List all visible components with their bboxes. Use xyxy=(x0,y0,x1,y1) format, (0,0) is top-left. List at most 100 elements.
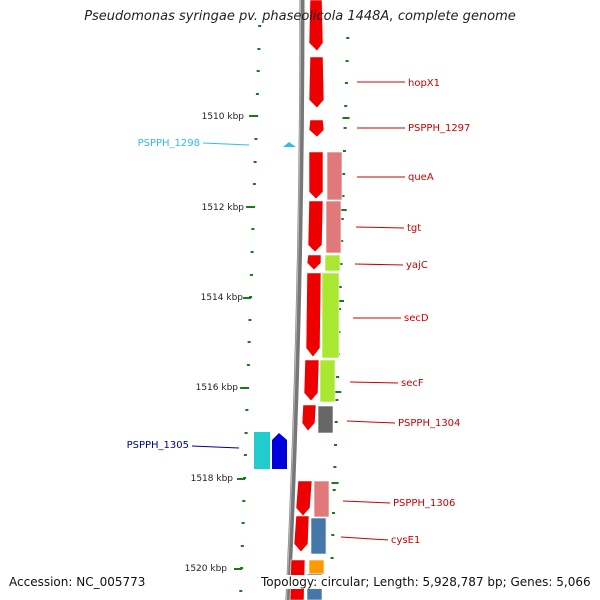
scale-minor-tick xyxy=(342,173,346,175)
scale-minor-tick xyxy=(248,319,252,321)
scale-minor-tick xyxy=(330,557,334,559)
scale-minor-tick xyxy=(250,251,254,253)
scale-label-1512: 1512 kbp xyxy=(202,203,245,213)
scale-major-tick xyxy=(243,297,252,299)
connector-PSPPH_1298 xyxy=(202,142,250,146)
cog-box-tgt xyxy=(325,200,342,254)
gene-arrow-secF[interactable] xyxy=(303,359,320,402)
gene-arrow-tgt[interactable] xyxy=(307,200,324,253)
gene-arrow-PSPPH_1297[interactable] xyxy=(308,119,325,138)
scale-major-tick-right xyxy=(334,391,342,393)
scale-minor-tick xyxy=(245,409,249,411)
scale-minor-tick xyxy=(341,195,345,197)
scale-minor-tick xyxy=(332,512,335,514)
gene-label-secD[interactable]: secD xyxy=(404,313,429,324)
scale-minor-tick xyxy=(340,240,344,242)
connector-yajC xyxy=(354,263,404,266)
genome-backbone xyxy=(285,0,305,600)
scale-minor-tick xyxy=(334,421,338,423)
scale-minor-tick xyxy=(336,376,340,378)
scale-major-tick xyxy=(249,115,258,117)
gene-arrow-hopX1[interactable] xyxy=(308,56,325,109)
connector-cysE1 xyxy=(340,536,389,541)
scale-label-1516: 1516 kbp xyxy=(196,383,239,393)
gene-arrow-top[interactable] xyxy=(308,0,324,52)
gene-arrow-secD[interactable] xyxy=(305,272,322,358)
genome-backbone-highlight xyxy=(286,0,301,600)
cog-box-secD xyxy=(321,272,340,359)
scale-minor-tick xyxy=(242,500,246,502)
reverse-genes xyxy=(254,142,296,469)
gene-arrow-yajC[interactable] xyxy=(306,254,322,271)
gene-label-tgt[interactable]: tgt xyxy=(407,223,421,234)
gene-arrow-cysE1[interactable] xyxy=(293,515,310,553)
forward-genes xyxy=(289,0,325,600)
gene-label-PSPPH_1306[interactable]: PSPPH_1306 xyxy=(393,498,455,509)
gene-arrow-PSPPH_1305[interactable] xyxy=(272,433,287,469)
cog-box-orange xyxy=(308,559,325,575)
scale-minor-tick xyxy=(240,545,244,547)
scale-major-ticks xyxy=(234,115,350,570)
scale-minor-tick xyxy=(239,590,243,592)
gene-label-hopX1[interactable]: hopX1 xyxy=(408,78,440,89)
scale-minor-tick xyxy=(344,82,348,84)
scale-minor-tick xyxy=(246,364,250,366)
scale-label-1518: 1518 kbp xyxy=(191,474,234,484)
scale-minor-tick xyxy=(340,218,344,220)
map-title: Pseudomonas syringae pv. phaseolicola 14… xyxy=(84,9,516,24)
accession-text: Accession: NC_005773 xyxy=(9,575,146,589)
scale-minor-tick xyxy=(244,432,248,434)
scale-minor-tick xyxy=(252,183,256,185)
scale-minor-ticks-left xyxy=(239,25,262,592)
gene-label-secF[interactable]: secF xyxy=(401,378,424,389)
gene-label-PSPPH_1297[interactable]: PSPPH_1297 xyxy=(408,123,470,134)
gene-arrow-queA[interactable] xyxy=(308,151,324,200)
scale-major-tick xyxy=(240,387,249,389)
scale-minor-tick xyxy=(345,60,349,62)
scale-minor-tick xyxy=(256,70,260,72)
connector-PSPPH_1306 xyxy=(342,500,391,504)
scale-minor-tick xyxy=(249,274,253,276)
connector-PSPPH_1304 xyxy=(346,420,396,424)
scale-minor-tick xyxy=(254,138,258,140)
gene-label-PSPPH_1298[interactable]: PSPPH_1298 xyxy=(138,138,200,149)
scale-major-tick-right xyxy=(331,482,339,484)
scale-minor-tick xyxy=(333,466,337,468)
gene-arrow-PSPPH_1298[interactable] xyxy=(283,142,296,147)
scale-minor-tick xyxy=(257,48,261,50)
scale-minor-tick xyxy=(241,522,245,524)
scale-major-tick xyxy=(237,478,245,480)
scale-minor-tick xyxy=(334,444,337,446)
scale-label-1520: 1520 kbp xyxy=(185,564,228,574)
scale-minor-tick xyxy=(335,399,339,401)
scale-minor-tick xyxy=(338,286,342,288)
gene-arrow-PSPPH_1306[interactable] xyxy=(295,480,313,517)
gene-arrow-PSPPH_1304[interactable] xyxy=(301,404,317,432)
scale-minor-tick xyxy=(253,161,257,163)
gene-label-cysE1[interactable]: cysE1 xyxy=(391,535,420,546)
scale-minor-tick xyxy=(332,489,336,491)
scale-minor-tick xyxy=(331,534,335,536)
gene-label-queA[interactable]: queA xyxy=(408,172,434,183)
scale-minor-tick xyxy=(247,341,251,343)
cog-box-queA xyxy=(326,151,343,201)
gene-label-PSPPH_1305[interactable]: PSPPH_1305 xyxy=(127,440,189,451)
connector-tgt xyxy=(355,226,405,229)
scale-minor-tick xyxy=(339,263,343,265)
scale-major-tick-right xyxy=(339,209,347,211)
scale-major-tick xyxy=(234,568,242,570)
cog-box-PSPPH_1306 xyxy=(313,480,330,518)
gene-labels: hopX1 PSPPH_1297 queA tgt yajC secD secF… xyxy=(127,78,471,546)
gene-label-yajC[interactable]: yajC xyxy=(406,260,428,271)
gene-box-PSPPH_1305-cyan[interactable] xyxy=(254,432,270,469)
scale-minor-tick xyxy=(344,105,348,107)
scale-minor-tick xyxy=(342,150,346,152)
cog-box-secF xyxy=(319,359,336,403)
gene-label-PSPPH_1304[interactable]: PSPPH_1304 xyxy=(398,418,460,429)
cog-box-PSPPH_1304 xyxy=(317,405,334,434)
scale-major-tick-right xyxy=(342,117,350,119)
scale-minor-tick xyxy=(258,25,262,27)
connector-PSPPH_1305 xyxy=(191,445,240,449)
scale-major-tick-right xyxy=(337,300,344,302)
